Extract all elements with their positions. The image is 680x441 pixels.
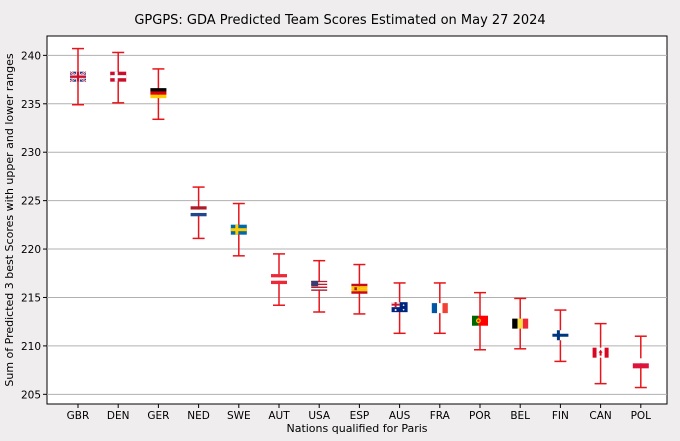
fin-flag-icon	[552, 330, 569, 341]
ned-flag-icon	[190, 206, 207, 217]
por-flag-icon	[472, 315, 488, 326]
y-tick-label: 205	[21, 389, 41, 401]
plot-area	[46, 35, 668, 405]
x-tick-label: AUS	[389, 410, 411, 422]
x-axis-title: Nations qualified for Paris	[286, 422, 427, 435]
y-tick-label: 240	[21, 50, 41, 62]
y-axis-title: Sum of Predicted 3 best Scores with uppe…	[3, 53, 16, 387]
x-tick-label: USA	[308, 410, 331, 422]
swe-flag-icon	[230, 224, 247, 235]
flag-markers	[69, 70, 649, 369]
y-tick-label: 235	[21, 99, 41, 111]
x-tick-label: BEL	[510, 410, 530, 422]
esp-flag-icon	[351, 283, 368, 294]
pol-flag-icon	[632, 358, 649, 369]
x-tick-label: GBR	[67, 410, 90, 422]
y-tick-label: 220	[21, 244, 41, 256]
x-tick-label: AUT	[268, 410, 290, 422]
x-axis-ticks: GBR DEN GER NED SWE AUT USA ESP AUS FRA POR BEL FIN C…	[67, 404, 651, 422]
den-flag-icon	[110, 71, 127, 82]
x-tick-label: GER	[147, 410, 169, 422]
x-tick-label: FIN	[552, 410, 569, 422]
ger-flag-icon	[150, 88, 167, 99]
fra-flag-icon	[431, 303, 448, 314]
x-tick-label: ESP	[350, 410, 370, 422]
x-tick-label: NED	[187, 410, 210, 422]
x-tick-label: FRA	[430, 410, 451, 422]
y-axis-ticks: 205 210 215 220 225 230 235 240	[21, 50, 47, 401]
x-tick-label: DEN	[107, 410, 130, 422]
chart-title: GPGPS: GDA Predicted Team Scores Estimat…	[134, 13, 545, 28]
x-tick-label: SWE	[227, 410, 251, 422]
grid-lines	[47, 54, 667, 395]
aut-flag-icon	[271, 274, 287, 285]
aus-flag-icon	[391, 302, 408, 313]
y-tick-label: 225	[21, 196, 41, 208]
y-tick-label: 230	[21, 147, 41, 159]
y-tick-label: 210	[21, 341, 41, 353]
y-tick-label: 215	[21, 292, 41, 304]
bel-flag-icon	[512, 318, 529, 329]
x-tick-label: POR	[469, 410, 491, 422]
gbr-flag-icon	[69, 70, 87, 83]
x-tick-label: POL	[631, 410, 652, 422]
usa-flag-icon	[311, 280, 328, 291]
x-tick-label: CAN	[589, 410, 611, 422]
can-flag-icon	[592, 347, 609, 358]
error-bars	[72, 47, 647, 389]
